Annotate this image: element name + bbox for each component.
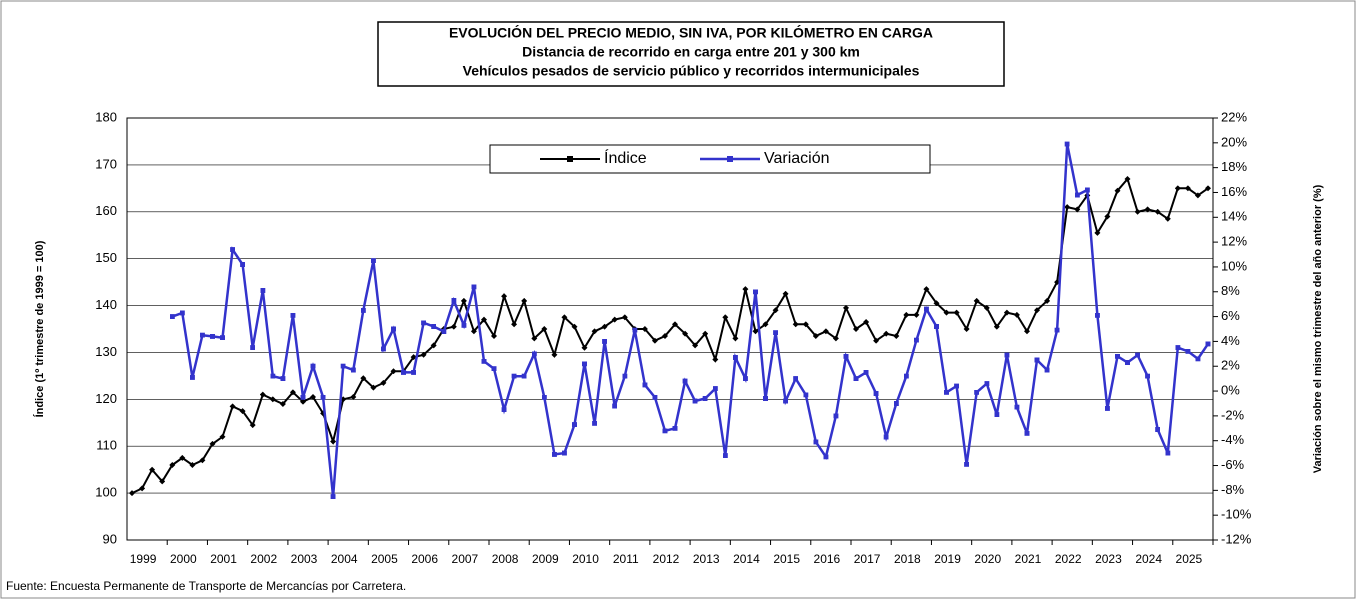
y2-tick-label: -10% — [1221, 507, 1252, 522]
y2-tick-label: 20% — [1221, 134, 1247, 149]
x-tick-label: 2016 — [814, 552, 841, 566]
y-tick-label: 140 — [95, 297, 117, 312]
y2-tick-label: -6% — [1221, 457, 1245, 472]
y2-tick-label: -12% — [1221, 531, 1252, 546]
y-tick-label: 130 — [95, 344, 117, 359]
x-tick-label: 2023 — [1095, 552, 1122, 566]
x-tick-label: 2007 — [452, 552, 479, 566]
x-tick-label: 2000 — [170, 552, 197, 566]
y-tick-label: 100 — [95, 485, 117, 500]
x-tick-label: 2010 — [572, 552, 599, 566]
x-tick-label: 2004 — [331, 552, 358, 566]
x-tick-label: 2008 — [492, 552, 519, 566]
x-tick-label: 2012 — [653, 552, 680, 566]
y2-tick-label: 2% — [1221, 358, 1240, 373]
y2-axis-title: Variación sobre el mismo trimestre del a… — [1312, 184, 1324, 473]
y2-tick-label: 14% — [1221, 209, 1247, 224]
x-tick-label: 2022 — [1055, 552, 1082, 566]
y2-tick-label: -8% — [1221, 482, 1245, 497]
x-tick-label: 2011 — [613, 552, 639, 566]
y2-tick-label: -2% — [1221, 407, 1245, 422]
x-tick-label: 2018 — [894, 552, 921, 566]
y2-tick-label: 10% — [1221, 258, 1247, 273]
x-tick-label: 2001 — [210, 552, 237, 566]
y2-tick-label: 12% — [1221, 234, 1247, 249]
x-tick-label: 2024 — [1135, 552, 1162, 566]
x-tick-label: 2021 — [1015, 552, 1042, 566]
x-tick-label: 2003 — [291, 552, 318, 566]
x-tick-label: 2015 — [773, 552, 800, 566]
series-line — [169, 141, 1211, 500]
y-tick-label: 90 — [103, 531, 117, 546]
x-tick-label: 2002 — [250, 552, 277, 566]
chart-subtitle: Distancia de recorrido en carga entre 20… — [522, 44, 860, 60]
legend-marker — [567, 156, 573, 162]
y2-tick-label: 22% — [1221, 109, 1247, 124]
y2-tick-label: 0% — [1221, 382, 1240, 397]
x-tick-label: 2014 — [733, 552, 760, 566]
x-tick-label: 2005 — [371, 552, 398, 566]
x-tick-label: 2025 — [1176, 552, 1203, 566]
chart-subtitle: Vehículos pesados de servicio público y … — [463, 63, 920, 79]
y-tick-label: 120 — [95, 391, 117, 406]
y2-tick-label: -4% — [1221, 432, 1245, 447]
legend-marker — [727, 156, 733, 162]
title-box — [377, 21, 1005, 87]
x-tick-label: 2017 — [854, 552, 881, 566]
x-tick-label: 2013 — [693, 552, 720, 566]
legend-label: Índice — [604, 148, 647, 167]
y-tick-label: 180 — [95, 109, 117, 124]
y-tick-label: 110 — [96, 438, 117, 453]
y-tick-label: 160 — [95, 203, 117, 218]
y-tick-label: 170 — [95, 156, 117, 171]
x-tick-label: 2019 — [934, 552, 961, 566]
y-tick-label: 150 — [95, 250, 117, 265]
y2-tick-label: 18% — [1221, 159, 1247, 174]
x-tick-label: 2009 — [532, 552, 559, 566]
chart-title: EVOLUCIÓN DEL PRECIO MEDIO, SIN IVA, POR… — [449, 24, 933, 41]
x-tick-label: 2006 — [411, 552, 438, 566]
x-tick-label: 2020 — [974, 552, 1001, 566]
y-axis-title: Índice (1º trimestre de 1999 = 100) — [33, 240, 46, 417]
y2-tick-label: 6% — [1221, 308, 1240, 323]
y2-tick-label: 8% — [1221, 283, 1240, 298]
source-note: Fuente: Encuesta Permanente de Transport… — [6, 579, 406, 593]
x-tick-label: 1999 — [130, 552, 157, 566]
legend-label: Variación — [764, 150, 830, 167]
y2-tick-label: 16% — [1221, 184, 1247, 199]
y2-tick-label: 4% — [1221, 333, 1240, 348]
